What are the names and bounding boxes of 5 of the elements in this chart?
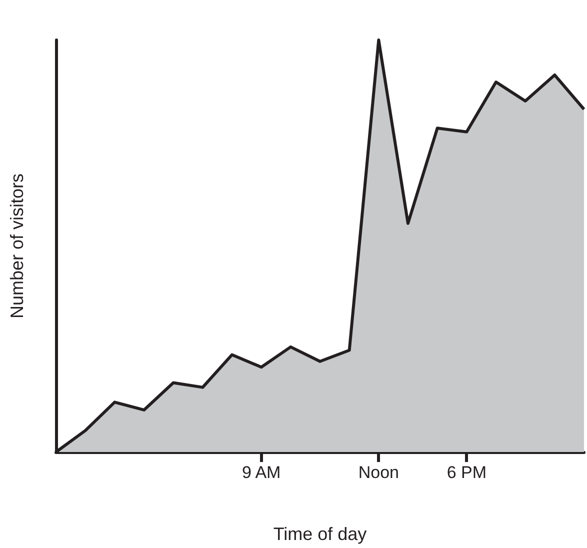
x-tick-label: 9 AM xyxy=(242,463,281,482)
y-axis-title: Number of visitors xyxy=(7,173,27,319)
x-tick-label: 6 PM xyxy=(446,463,487,482)
x-tick-label: Noon xyxy=(358,463,399,482)
x-axis-title: Time of day xyxy=(273,524,367,544)
